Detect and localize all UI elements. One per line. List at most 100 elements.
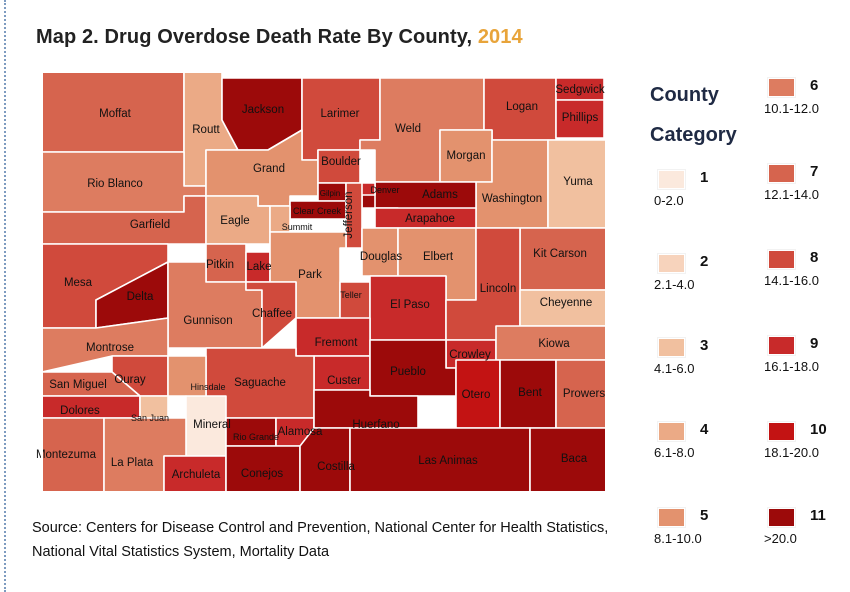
county-label-denver: Denver	[370, 185, 399, 195]
legend-swatch	[658, 338, 685, 357]
legend-heading-category: Category	[650, 124, 737, 146]
source-note: Source: Centers for Disease Control and …	[32, 516, 632, 564]
county-label-montezuma: Montezuma	[36, 449, 97, 461]
county-label-jefferson: Jefferson	[343, 191, 355, 238]
county-label-dolores: Dolores	[60, 405, 100, 417]
legend-category-number: 8	[810, 249, 819, 266]
county-label-clear-creek: Clear Creek	[293, 206, 342, 216]
legend-category-range: 0-2.0	[654, 193, 684, 208]
county-label-costilla: Costilla	[317, 461, 355, 473]
county-label-huerfano: Huerfano	[352, 419, 399, 431]
legend-swatch	[658, 422, 685, 441]
legend-swatch	[768, 250, 795, 269]
county-label-moffat: Moffat	[99, 108, 132, 120]
county-label-boulder: Boulder	[321, 156, 361, 168]
county-label-morgan: Morgan	[447, 150, 486, 162]
legend-category-number: 11	[810, 507, 826, 524]
legend-category-range: 10.1-12.0	[764, 101, 819, 116]
county-label-teller: Teller	[340, 290, 362, 300]
legend-swatch	[768, 508, 795, 527]
legend-category-range: 2.1-4.0	[654, 277, 695, 292]
legend-category-range: 18.1-20.0	[764, 445, 819, 460]
legend-item-5: 5 8.1-10.0	[654, 507, 754, 548]
legend-category-number: 7	[810, 163, 819, 180]
county-label-conejos: Conejos	[241, 468, 283, 480]
county-label-bent: Bent	[518, 387, 542, 399]
map-title: Map 2. Drug Overdose Death Rate By Count…	[36, 26, 523, 49]
county-label-hinsdale: Hinsdale	[190, 382, 225, 392]
legend-category-number: 6	[810, 77, 819, 94]
county-label-weld: Weld	[395, 123, 421, 135]
legend-item-9: 9 16.1-18.0	[764, 335, 850, 376]
county-label-mineral: Mineral	[193, 419, 231, 431]
legend-swatch	[658, 170, 685, 189]
county-label-chaffee: Chaffee	[252, 308, 292, 320]
county-label-kiowa: Kiowa	[538, 338, 570, 350]
legend-item-6: 6 10.1-12.0	[764, 77, 850, 118]
county-label-fremont: Fremont	[315, 337, 359, 349]
legend-category-range: 6.1-8.0	[654, 445, 695, 460]
county-label-crowley: Crowley	[449, 349, 491, 361]
county-label-gunnison: Gunnison	[183, 315, 232, 327]
county-label-eagle: Eagle	[220, 215, 249, 227]
legend-category-number: 5	[700, 507, 709, 524]
legend-swatch	[768, 422, 795, 441]
map-title-text: Map 2. Drug Overdose Death Rate By Count…	[36, 26, 473, 48]
legend-category-range: 4.1-6.0	[654, 361, 695, 376]
county-label-rio-grande: Rio Grande	[233, 432, 279, 442]
county-label-archuleta: Archuleta	[172, 469, 221, 481]
county-label-douglas: Douglas	[360, 251, 402, 263]
county-label-lincoln: Lincoln	[480, 283, 516, 295]
legend-item-11: 11 >20.0	[764, 507, 850, 548]
county-label-jackson: Jackson	[242, 104, 284, 116]
county-label-lake: Lake	[247, 261, 272, 273]
county-label-adams: Adams	[422, 189, 458, 201]
map-title-year: 2014	[477, 26, 523, 48]
county-label-alamosa: Alamosa	[278, 426, 323, 438]
source-line-2: National Vital Statistics System, Mortal…	[32, 544, 330, 560]
legend-category-number: 10	[810, 421, 827, 438]
county-label-delta: Delta	[127, 291, 154, 303]
legend-category-number: 3	[700, 337, 709, 354]
legend-category-number: 4	[700, 421, 709, 438]
county-label-cheyenne: Cheyenne	[540, 297, 592, 309]
legend-category-number: 1	[700, 169, 709, 186]
legend-item-8: 8 14.1-16.0	[764, 249, 850, 290]
legend-item-3: 3 4.1-6.0	[654, 337, 754, 378]
county-label-kit-carson: Kit Carson	[533, 248, 587, 260]
county-label-washington: Washington	[482, 193, 542, 205]
legend-category-range: 12.1-14.0	[764, 187, 819, 202]
legend-category-range: 16.1-18.0	[764, 359, 819, 374]
county-label-san-miguel: San Miguel	[49, 379, 107, 391]
legend-item-4: 4 6.1-8.0	[654, 421, 754, 462]
source-line-1: Source: Centers for Disease Control and …	[32, 520, 609, 536]
county-label-elbert: Elbert	[423, 251, 454, 263]
legend-swatch	[768, 164, 795, 183]
county-label-ouray: Ouray	[114, 374, 146, 386]
page-left-dotted-rule	[4, 0, 6, 592]
legend-category-range: >20.0	[764, 531, 797, 546]
county-label-garfield: Garfield	[130, 219, 170, 231]
county-label-prowers: Prowers	[563, 388, 605, 400]
county-label-logan: Logan	[506, 101, 538, 113]
county-label-la-plata: La Plata	[111, 457, 154, 469]
county-label-otero: Otero	[462, 389, 491, 401]
county-label-pueblo: Pueblo	[390, 366, 426, 378]
legend-item-2: 2 2.1-4.0	[654, 253, 754, 294]
county-label-sedgwick: Sedgwick	[555, 84, 604, 96]
legend-swatch	[768, 78, 795, 97]
county-label-phillips: Phillips	[562, 112, 599, 124]
county-label-el-paso: El Paso	[390, 299, 430, 311]
county-label-summit: Summit	[282, 222, 313, 232]
legend-swatch	[768, 336, 795, 355]
legend-item-7: 7 12.1-14.0	[764, 163, 850, 204]
legend-category-range: 8.1-10.0	[654, 531, 702, 546]
legend-swatch	[658, 254, 685, 273]
legend-category-number: 9	[810, 335, 819, 352]
county-label-montrose: Montrose	[86, 342, 134, 354]
county-label-saguache: Saguache	[234, 377, 286, 389]
county-label-routt: Routt	[192, 124, 220, 136]
county-label-mesa: Mesa	[64, 277, 93, 289]
county-phillips	[555, 99, 605, 139]
